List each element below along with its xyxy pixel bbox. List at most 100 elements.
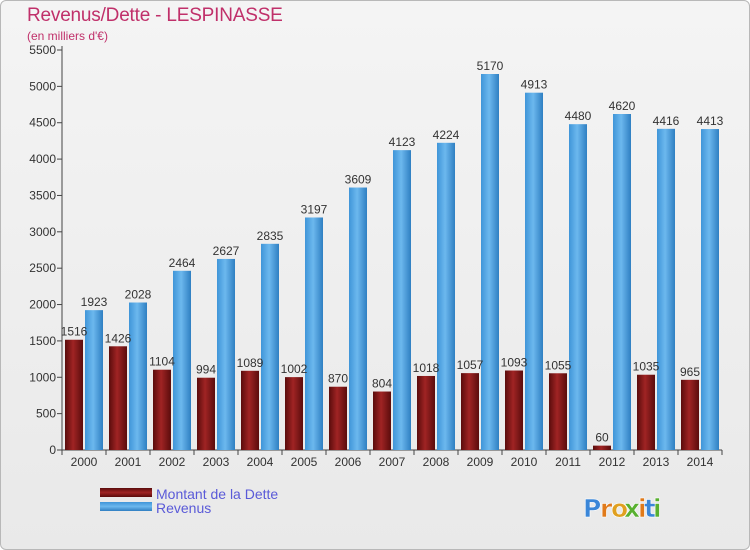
bar-dette <box>593 445 611 450</box>
bar-revenus <box>569 124 587 450</box>
bar-dette <box>109 346 127 450</box>
x-tick-label: 2009 <box>467 455 494 469</box>
x-tick-label: 2001 <box>115 455 142 469</box>
x-tick-label: 2000 <box>71 455 98 469</box>
bar-dette <box>153 369 171 450</box>
data-label-dette: 804 <box>372 377 392 391</box>
bar-dette <box>417 375 435 450</box>
data-label-dette: 1516 <box>61 325 88 339</box>
legend-label: Montant de la Dette <box>156 486 278 502</box>
data-label-revenus: 3197 <box>301 202 328 216</box>
logo-letter: o <box>611 494 628 523</box>
y-tick-label: 3000 <box>29 225 56 239</box>
y-tick-label: 2000 <box>29 298 56 312</box>
bar-dette <box>681 379 699 450</box>
axes: 0 500 1000 1500 2000 2500 3000 3500 4000 4500 5000… <box>29 43 723 469</box>
legend-label: Revenus <box>156 500 211 516</box>
data-label-revenus: 2627 <box>213 244 240 258</box>
logo-letter: r <box>600 494 613 523</box>
bar-revenus <box>701 129 719 450</box>
data-label-revenus: 4413 <box>697 114 724 128</box>
bar-revenus <box>85 310 103 450</box>
data-label-revenus: 2835 <box>257 229 284 243</box>
data-label-dette: 1057 <box>457 358 484 372</box>
x-tick-label: 2006 <box>335 455 362 469</box>
data-label-revenus: 2464 <box>169 256 196 270</box>
data-label-revenus: 4123 <box>389 135 416 149</box>
bar-revenus <box>613 114 631 450</box>
logo-letter: t <box>644 494 656 523</box>
legend-swatch <box>100 502 152 511</box>
data-label-dette: 1018 <box>413 361 440 375</box>
bar-revenus <box>129 302 147 450</box>
bar-revenus <box>349 187 367 450</box>
y-tick-label: 4000 <box>29 152 56 166</box>
x-tick-label: 2011 <box>555 455 581 469</box>
x-tick-label: 2014 <box>687 455 714 469</box>
data-label-dette: 994 <box>196 363 216 377</box>
data-labels: 1516 1426 1104 994 1089 1002 870 804 1018 1057 109… <box>61 59 724 445</box>
y-tick-label: 500 <box>36 407 56 421</box>
x-tick-label: 2005 <box>291 455 318 469</box>
data-label-revenus: 4913 <box>521 78 548 92</box>
data-label-dette: 1035 <box>633 360 660 374</box>
data-label-revenus: 3609 <box>345 173 372 187</box>
data-label-dette: 1104 <box>149 355 175 369</box>
bar-revenus <box>437 142 455 451</box>
bar-dette <box>373 391 391 450</box>
data-label-dette: 1055 <box>545 358 572 372</box>
bar-revenus <box>217 258 235 450</box>
data-label-dette: 965 <box>680 365 700 379</box>
bar-dette <box>637 374 655 450</box>
bar-revenus <box>481 74 499 450</box>
bar-dette <box>461 373 479 450</box>
x-tick-label: 2012 <box>599 455 626 469</box>
data-label-dette: 1089 <box>237 356 264 370</box>
y-tick-label: 5500 <box>29 43 56 57</box>
logo-letter: P <box>583 494 601 523</box>
data-label-revenus: 1923 <box>81 295 108 309</box>
bar-revenus <box>657 128 675 450</box>
bar-dette <box>241 370 259 450</box>
logo-letter: x <box>624 494 640 523</box>
bar-revenus <box>305 217 323 450</box>
y-tick-label: 1500 <box>29 334 56 348</box>
bar-revenus <box>525 92 543 450</box>
y-tick-label: 5000 <box>29 79 56 93</box>
bar-dette <box>285 377 303 450</box>
bar-revenus <box>261 243 279 450</box>
y-tick-label: 0 <box>49 443 56 457</box>
data-label-dette: 1002 <box>281 362 308 376</box>
data-label-dette: 1093 <box>501 356 528 370</box>
chart-title: Revenus/Dette - LESPINASSE <box>27 5 283 26</box>
logo-letter: i <box>653 494 662 523</box>
data-label-revenus: 5170 <box>477 59 504 73</box>
y-tick-label: 1000 <box>29 370 56 384</box>
bar-dette <box>329 386 347 450</box>
bar-dette <box>505 370 523 450</box>
x-tick-label: 2007 <box>379 455 406 469</box>
data-label-dette: 870 <box>328 372 348 386</box>
data-label-revenus: 2028 <box>125 288 152 302</box>
chart-subtitle: (en milliers d'€) <box>27 29 108 43</box>
x-tick-label: 2004 <box>247 455 274 469</box>
bar-dette <box>549 373 567 450</box>
x-tick-label: 2013 <box>643 455 670 469</box>
x-tick-label: 2003 <box>203 455 230 469</box>
data-label-revenus: 4416 <box>653 114 680 128</box>
y-tick-label: 2500 <box>29 261 56 275</box>
data-label-dette: 1426 <box>105 331 132 345</box>
y-tick-label: 4500 <box>29 116 56 130</box>
bar-revenus <box>173 270 191 450</box>
x-tick-label: 2010 <box>511 455 538 469</box>
y-tick-label: 3500 <box>29 188 56 202</box>
bars <box>65 74 719 451</box>
data-label-revenus: 4480 <box>565 109 592 123</box>
bar-dette <box>197 377 215 450</box>
legend-swatch <box>100 488 152 497</box>
x-tick-label: 2002 <box>159 455 186 469</box>
data-label-revenus: 4224 <box>433 128 460 142</box>
